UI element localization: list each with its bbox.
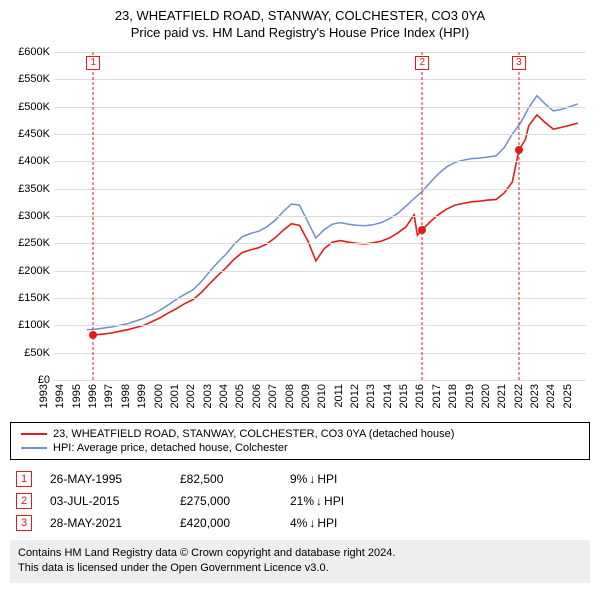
y-axis-label: £600K bbox=[10, 46, 50, 58]
y-axis-label: £450K bbox=[10, 128, 50, 140]
legend-item: HPI: Average price, detached house, Colc… bbox=[21, 441, 579, 455]
sale-delta: 9% ↓ HPI bbox=[290, 472, 337, 486]
sale-marker-line bbox=[518, 52, 519, 380]
y-axis-label: £300K bbox=[10, 210, 50, 222]
arrow-down-icon: ↓ bbox=[309, 516, 315, 530]
y-axis-label: £400K bbox=[10, 155, 50, 167]
gridline bbox=[54, 134, 586, 135]
gridline bbox=[54, 161, 586, 162]
legend-item: 23, WHEATFIELD ROAD, STANWAY, COLCHESTER… bbox=[21, 427, 579, 441]
legend-label: HPI: Average price, detached house, Colc… bbox=[53, 442, 288, 454]
sale-row: 1 26-MAY-1995£82,5009% ↓ HPI bbox=[10, 468, 590, 490]
chart-title: 23, WHEATFIELD ROAD, STANWAY, COLCHESTER… bbox=[10, 8, 590, 23]
sales-table: 1 26-MAY-1995£82,5009% ↓ HPI 2 03-JUL-2015£… bbox=[10, 468, 590, 534]
gridline bbox=[54, 353, 586, 354]
sale-price: £275,000 bbox=[180, 494, 290, 508]
y-axis-label: £350K bbox=[10, 183, 50, 195]
sale-delta: 21% ↓ HPI bbox=[290, 494, 344, 508]
gridline bbox=[54, 216, 586, 217]
y-axis-label: £100K bbox=[10, 319, 50, 331]
chart-container: 23, WHEATFIELD ROAD, STANWAY, COLCHESTER… bbox=[0, 0, 600, 593]
legend-swatch bbox=[21, 447, 47, 449]
sale-date: 26-MAY-1995 bbox=[50, 472, 180, 486]
gridline bbox=[54, 325, 586, 326]
sale-row: 2 03-JUL-2015£275,00021% ↓ HPI bbox=[10, 490, 590, 512]
sale-delta-suffix: HPI bbox=[317, 472, 337, 486]
gridline bbox=[54, 79, 586, 80]
sale-delta-pct: 9% bbox=[290, 472, 307, 486]
gridline bbox=[54, 107, 586, 108]
sale-delta-pct: 4% bbox=[290, 516, 307, 530]
sale-marker-dot bbox=[89, 331, 97, 339]
legend-swatch bbox=[21, 433, 47, 435]
sale-marker-dot bbox=[418, 226, 426, 234]
arrow-down-icon: ↓ bbox=[309, 472, 315, 486]
chart-area: 123 £0£50K£100K£150K£200K£250K£300K£350K… bbox=[10, 46, 590, 416]
sale-marker-box: 3 bbox=[512, 56, 526, 70]
y-axis-label: £150K bbox=[10, 292, 50, 304]
sale-marker-line bbox=[422, 52, 423, 380]
sale-marker-box: 1 bbox=[86, 56, 100, 70]
gridline bbox=[54, 298, 586, 299]
sale-number-box: 3 bbox=[16, 515, 32, 531]
chart-subtitle: Price paid vs. HM Land Registry's House … bbox=[10, 25, 590, 40]
sale-price: £82,500 bbox=[180, 472, 290, 486]
series-hpi bbox=[87, 96, 578, 330]
sale-delta-suffix: HPI bbox=[317, 516, 337, 530]
gridline bbox=[54, 52, 586, 53]
sale-delta-suffix: HPI bbox=[324, 494, 344, 508]
sale-number-box: 1 bbox=[16, 471, 32, 487]
y-axis-label: £500K bbox=[10, 101, 50, 113]
attribution-footer: Contains HM Land Registry data © Crown c… bbox=[10, 540, 590, 583]
legend-label: 23, WHEATFIELD ROAD, STANWAY, COLCHESTER… bbox=[53, 428, 454, 440]
sale-date: 28-MAY-2021 bbox=[50, 516, 180, 530]
sale-number-box: 2 bbox=[16, 493, 32, 509]
sale-delta: 4% ↓ HPI bbox=[290, 516, 337, 530]
arrow-down-icon: ↓ bbox=[316, 494, 322, 508]
y-axis-label: £250K bbox=[10, 237, 50, 249]
sale-marker-box: 2 bbox=[415, 56, 429, 70]
y-axis-label: £50K bbox=[10, 347, 50, 359]
gridline bbox=[54, 243, 586, 244]
sale-row: 3 28-MAY-2021£420,0004% ↓ HPI bbox=[10, 512, 590, 534]
footer-line: This data is licensed under the Open Gov… bbox=[18, 561, 582, 576]
gridline bbox=[54, 189, 586, 190]
gridline bbox=[54, 380, 586, 381]
series-property bbox=[93, 115, 578, 335]
sale-marker-dot bbox=[515, 146, 523, 154]
x-axis-label: 2025 bbox=[562, 384, 594, 408]
gridline bbox=[54, 271, 586, 272]
y-axis-label: £200K bbox=[10, 265, 50, 277]
footer-line: Contains HM Land Registry data © Crown c… bbox=[18, 546, 582, 561]
legend: 23, WHEATFIELD ROAD, STANWAY, COLCHESTER… bbox=[10, 422, 590, 460]
sale-price: £420,000 bbox=[180, 516, 290, 530]
sale-delta-pct: 21% bbox=[290, 494, 314, 508]
plot-area: 1 2 3 bbox=[54, 52, 586, 380]
sale-date: 03-JUL-2015 bbox=[50, 494, 180, 508]
y-axis-label: £550K bbox=[10, 73, 50, 85]
